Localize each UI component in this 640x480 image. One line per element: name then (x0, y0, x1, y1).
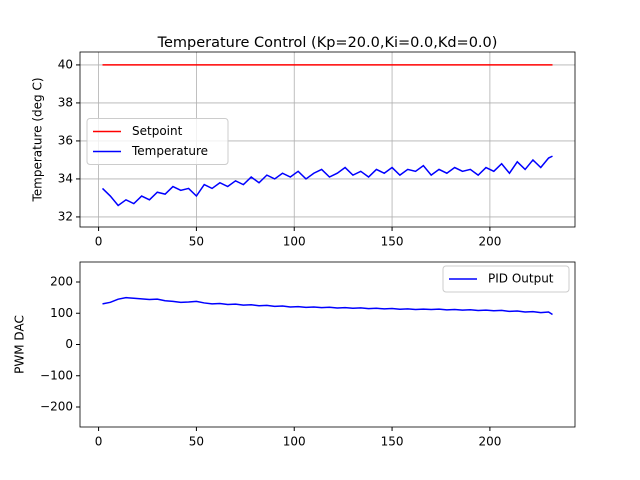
x-tick-label: 100 (283, 235, 306, 249)
data-line (102, 296, 553, 316)
x-tick-label: 0 (95, 435, 103, 449)
y-axis-label: PWM DAC (13, 315, 27, 374)
data-line (101, 155, 553, 207)
x-tick-label: 200 (478, 235, 501, 249)
x-tick-label: 100 (283, 435, 306, 449)
x-tick-label: 50 (189, 235, 204, 249)
y-tick-label: 32 (58, 209, 73, 223)
legend-box (442, 265, 570, 293)
legend-box (86, 118, 229, 165)
legend-label: Temperature (131, 144, 208, 158)
legend-label: Setpoint (132, 124, 183, 138)
y-tick-label: −100 (40, 368, 73, 382)
y-tick-label: 40 (58, 57, 73, 71)
y-tick-label: −200 (40, 400, 73, 414)
x-tick-label: 150 (381, 435, 404, 449)
y-tick-label: 100 (50, 306, 73, 320)
axes-frame (79, 51, 576, 228)
legend-label: PID Output (488, 272, 554, 286)
chart-title: Temperature Control (Kp=20.0,Ki=0.0,Kd=0… (157, 35, 498, 51)
x-tick-label: 50 (189, 435, 204, 449)
y-tick-label: 36 (58, 133, 73, 147)
x-tick-label: 200 (478, 435, 501, 449)
axes-frame (79, 261, 576, 428)
y-tick-label: 38 (58, 95, 73, 109)
y-tick-label: 200 (50, 275, 73, 289)
y-tick-label: 0 (65, 337, 73, 351)
x-tick-label: 0 (95, 235, 103, 249)
x-tick-label: 150 (381, 235, 404, 249)
y-tick-label: 34 (58, 171, 73, 185)
y-axis-label: Temperature (deg C) (31, 77, 45, 202)
